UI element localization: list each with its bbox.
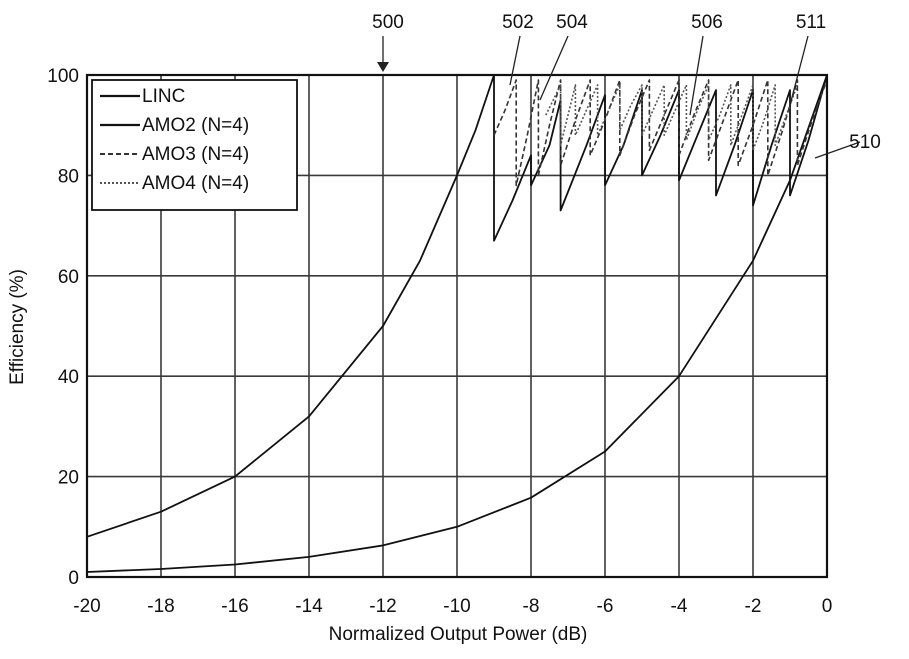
annotation-arrowhead xyxy=(377,62,389,72)
x-tick-label: -4 xyxy=(671,596,688,617)
x-tick-label: -12 xyxy=(369,596,396,617)
x-tick-label: -20 xyxy=(73,596,100,617)
y-tick-label: 0 xyxy=(68,568,79,589)
y-tick-label: 40 xyxy=(58,367,79,388)
y-tick-label: 80 xyxy=(58,166,79,187)
annotation-label: 506 xyxy=(691,12,723,33)
x-tick-label: -2 xyxy=(745,596,762,617)
series-lines xyxy=(86,74,828,573)
legend-entry: AMO2 (N=4) xyxy=(142,115,249,136)
y-tick-label: 100 xyxy=(47,66,79,87)
annotation-leader xyxy=(509,35,521,86)
annotation-leader xyxy=(789,35,809,106)
annotations: 500 502 504 506 511 510 xyxy=(372,12,881,159)
annotation-label: 511 xyxy=(796,12,826,33)
annotation-leader xyxy=(539,35,569,101)
x-tick-label: -8 xyxy=(523,596,540,617)
annotation-label: 500 xyxy=(372,12,404,33)
annotation-label: 502 xyxy=(502,12,534,33)
x-tick-label: -16 xyxy=(221,596,248,617)
annotation-leader xyxy=(814,141,861,159)
series-line-3 xyxy=(493,79,828,187)
plot-frame xyxy=(85,73,829,579)
legend: LINC AMO2 (N=4) AMO3 (N=4) AMO4 (N=4) xyxy=(91,79,298,211)
x-tick-label: 0 xyxy=(822,596,833,617)
legend-entry: AMO3 (N=4) xyxy=(142,144,249,165)
legend-entry: AMO4 (N=4) xyxy=(142,173,249,194)
x-tick-label: -6 xyxy=(597,596,614,617)
legend-box xyxy=(91,79,298,211)
annotation-label: 510 xyxy=(849,132,881,153)
x-axis-label: Normalized Output Power (dB) xyxy=(329,624,588,645)
series-line-1 xyxy=(86,74,828,573)
x-tick-label: -14 xyxy=(295,596,323,617)
legend-entry: LINC xyxy=(142,86,185,107)
y-tick-label: 20 xyxy=(58,468,79,489)
y-axis-label: Efficiency (%) xyxy=(7,269,28,385)
annotation-label: 504 xyxy=(556,12,588,33)
series-line-4 xyxy=(545,84,799,152)
series-line-2 xyxy=(86,74,828,538)
x-tick-label: -10 xyxy=(443,596,470,617)
x-tick-label: -18 xyxy=(147,596,174,617)
y-tick-label: 60 xyxy=(58,267,79,288)
annotation-leader xyxy=(689,35,704,116)
